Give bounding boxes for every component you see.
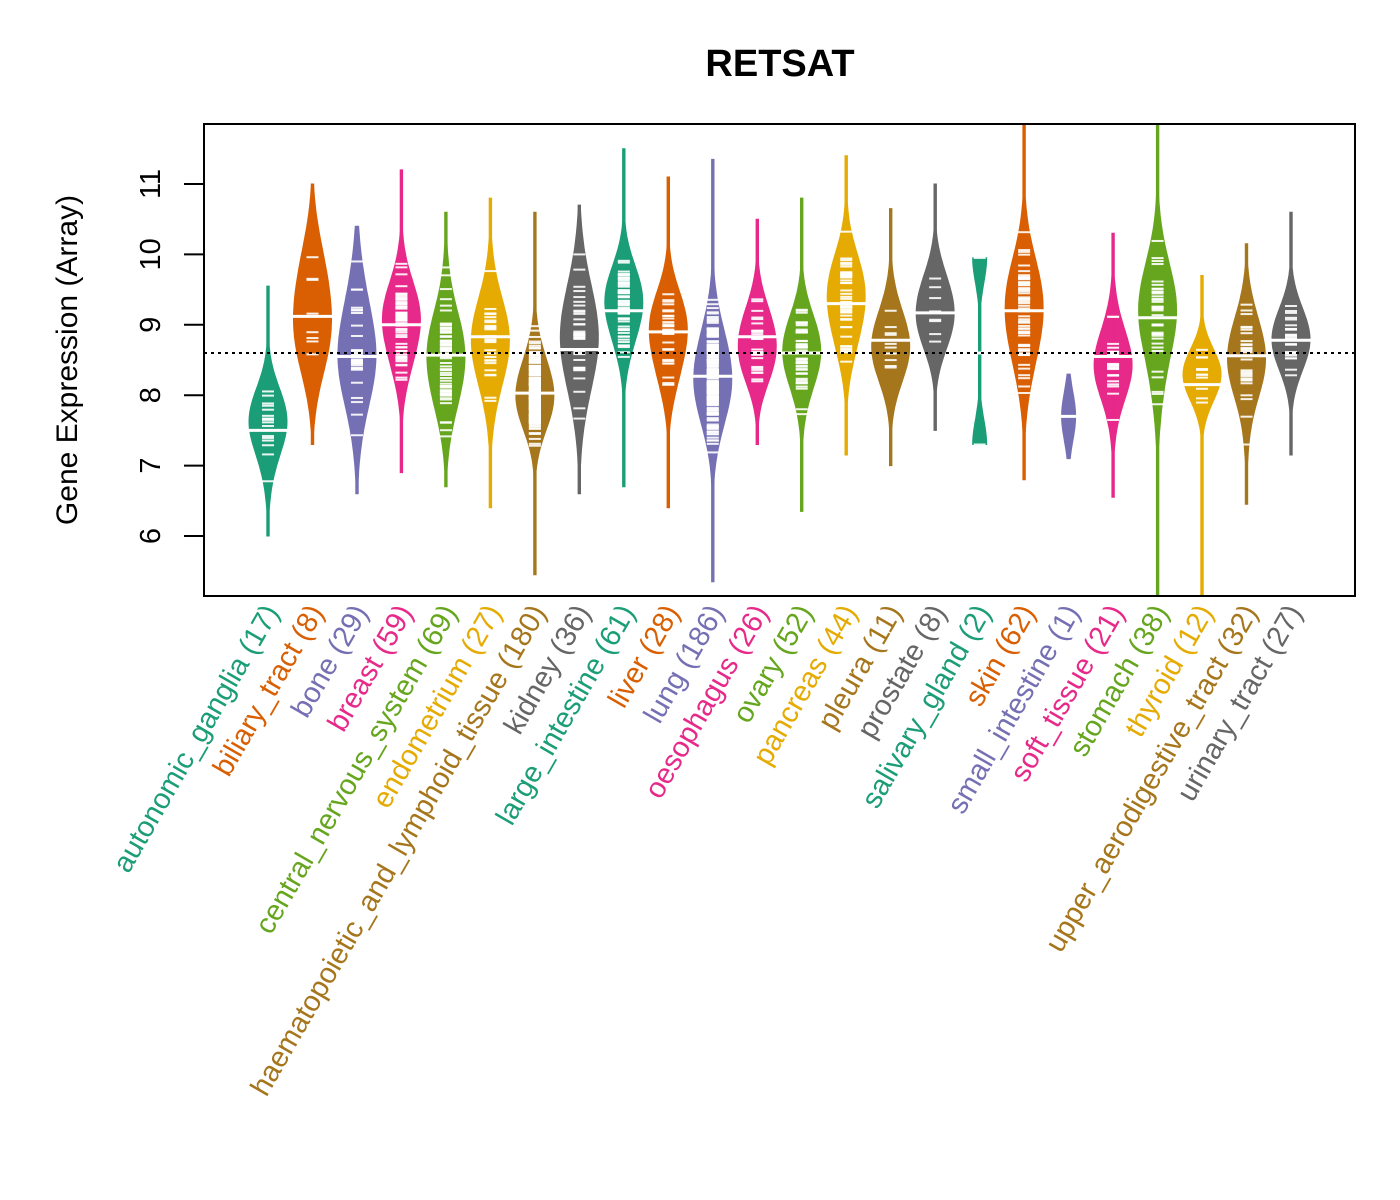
bean-ovary: [779, 197, 824, 512]
bean-lung: [690, 158, 735, 583]
bean-autonomic_ganglia: [246, 285, 290, 537]
bean-stomach: [1135, 124, 1180, 596]
bean-biliary_tract: [290, 183, 335, 445]
bean-oesophagus: [735, 218, 780, 445]
bean-liver: [646, 176, 691, 509]
bean-bone: [334, 225, 379, 495]
y-tick-label: 9: [135, 317, 167, 333]
plot-frame: [203, 123, 1356, 597]
bean-endometrium: [468, 197, 513, 509]
bean-pleura: [868, 208, 913, 467]
bean-central_nervous_system: [423, 211, 468, 488]
x-axis-labels: autonomic_ganglia (17)biliary_tract (8)b…: [107, 600, 1309, 1102]
bean-haematopoietic_and_lymphoid_tissue: [512, 211, 557, 576]
bean-thyroid: [1180, 275, 1225, 596]
bean-urinary_tract: [1269, 211, 1313, 456]
y-axis-label: Gene Expression (Array): [51, 195, 84, 525]
bean-large_intestine: [601, 148, 646, 488]
bean-upper_aerodigestive_tract: [1224, 243, 1269, 505]
bean-small_intestine: [1058, 373, 1079, 460]
bean-salivary_gland: [969, 256, 990, 446]
plot-area: [246, 124, 1313, 596]
y-tick-label: 7: [135, 458, 167, 474]
y-tick-label: 10: [135, 238, 167, 270]
y-tick-label: 8: [135, 387, 167, 403]
bean-prostate: [913, 183, 958, 431]
y-tick-label: 6: [135, 528, 167, 544]
y-tick-label: 11: [135, 169, 167, 199]
y-axis: 6 7 8 9 10 11: [135, 169, 204, 544]
bean-skin: [1002, 124, 1047, 481]
chart-title: RETSAT: [705, 43, 854, 85]
bean-breast: [379, 169, 424, 474]
bean-kidney: [557, 204, 602, 495]
bean-soft_tissue: [1091, 232, 1136, 498]
bean-pancreas: [824, 155, 869, 456]
